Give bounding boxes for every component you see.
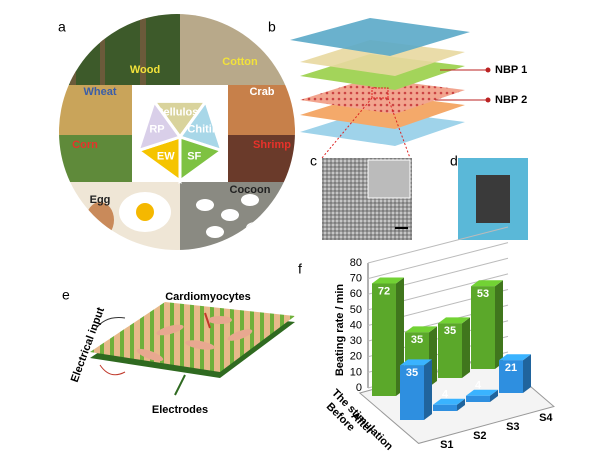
panel-label: e: [62, 287, 70, 303]
bar-top: [372, 277, 404, 284]
protein-label: RP: [149, 123, 164, 135]
value-label: 35: [444, 325, 456, 337]
bar-side: [424, 359, 432, 420]
bar-top: [499, 354, 531, 361]
panel-label: b: [268, 19, 276, 35]
bar-top: [405, 326, 437, 333]
x-tick-label: S3: [506, 421, 519, 433]
value-label: 4: [442, 389, 449, 401]
protein-label: EW: [157, 150, 175, 162]
y-tick-label: 50: [350, 304, 362, 316]
photo-label: Wood: [130, 64, 160, 76]
bar-side: [462, 317, 470, 378]
bar-top: [438, 317, 470, 324]
bar-front: [400, 365, 424, 420]
y-tick-label: 80: [350, 257, 362, 269]
value-label: 72: [378, 285, 390, 297]
y-tick-label: 10: [350, 366, 362, 378]
bar-front: [471, 286, 495, 369]
bar: [438, 317, 470, 378]
bar-top: [433, 398, 465, 405]
protein-pentagon: Cellulose Chitin SF EW RP: [134, 98, 226, 184]
bar-side: [495, 280, 503, 369]
x-tick-label: S1: [440, 439, 453, 451]
y-tick-label: 70: [350, 273, 362, 285]
y-tick-label: 0: [356, 382, 362, 394]
value-label: 35: [411, 334, 423, 346]
device-label: Electrodes: [152, 404, 208, 416]
device-schematic: [90, 302, 295, 396]
device-label: Cardiomyocytes: [165, 291, 251, 303]
y-tick-label: 20: [350, 351, 362, 363]
panel-label: f: [298, 261, 302, 277]
protein-label: Chitin: [187, 123, 218, 135]
protein-label: Cellulose: [156, 107, 205, 119]
bar-chart-3d: 0 10 20 30 40 50 60 70 80 Beating rate / min 53 35 3…: [324, 226, 555, 453]
photo-label: Shrimp: [253, 139, 291, 151]
value-label: 4: [475, 380, 482, 392]
value-label: 21: [505, 362, 517, 374]
bar-front: [466, 395, 490, 402]
layer-stack: [290, 18, 491, 159]
x-tick-label: S4: [539, 412, 553, 424]
layer-label: NBP 2: [495, 94, 527, 106]
bar-side: [523, 354, 531, 393]
panel-label: a: [58, 19, 66, 35]
bar-top: [466, 389, 498, 396]
y-axis-title: Beating rate / min: [334, 284, 346, 377]
value-label: 35: [406, 367, 418, 379]
bar-top: [400, 359, 432, 366]
protein-label: SF: [187, 150, 201, 162]
y-tick-label: 40: [350, 319, 362, 331]
film-sample: [476, 175, 510, 223]
bar: [471, 280, 503, 369]
bar-side: [457, 398, 465, 411]
bar-front: [372, 283, 396, 396]
grid-line: [367, 226, 509, 264]
photo-label: Corn: [72, 139, 98, 151]
bar: [433, 398, 465, 411]
photo-label: Crab: [249, 86, 274, 98]
panel-label: c: [310, 153, 317, 169]
bar-side: [490, 389, 498, 402]
value-label: 53: [477, 288, 489, 300]
layer-label: NBP 1: [495, 64, 527, 76]
protein-sector: [135, 98, 183, 153]
y-tick-label: 60: [350, 288, 362, 300]
bar-top: [471, 280, 503, 287]
sem-inset: [367, 159, 411, 199]
grid-line: [367, 242, 509, 280]
photo-label: Egg: [90, 194, 111, 206]
y-tick-label: 30: [350, 335, 362, 347]
bar-front: [499, 360, 523, 393]
photo-label: Cotton: [222, 56, 258, 68]
bar-front: [438, 323, 462, 378]
panel-label: d: [450, 153, 458, 169]
x-tick-label: S2: [473, 430, 486, 442]
photo-label: Wheat: [84, 86, 117, 98]
bar: [400, 359, 432, 420]
bar: [466, 389, 498, 402]
photo-label: Cocoon: [230, 184, 271, 196]
bar: [499, 354, 531, 393]
bar-front: [433, 404, 457, 411]
